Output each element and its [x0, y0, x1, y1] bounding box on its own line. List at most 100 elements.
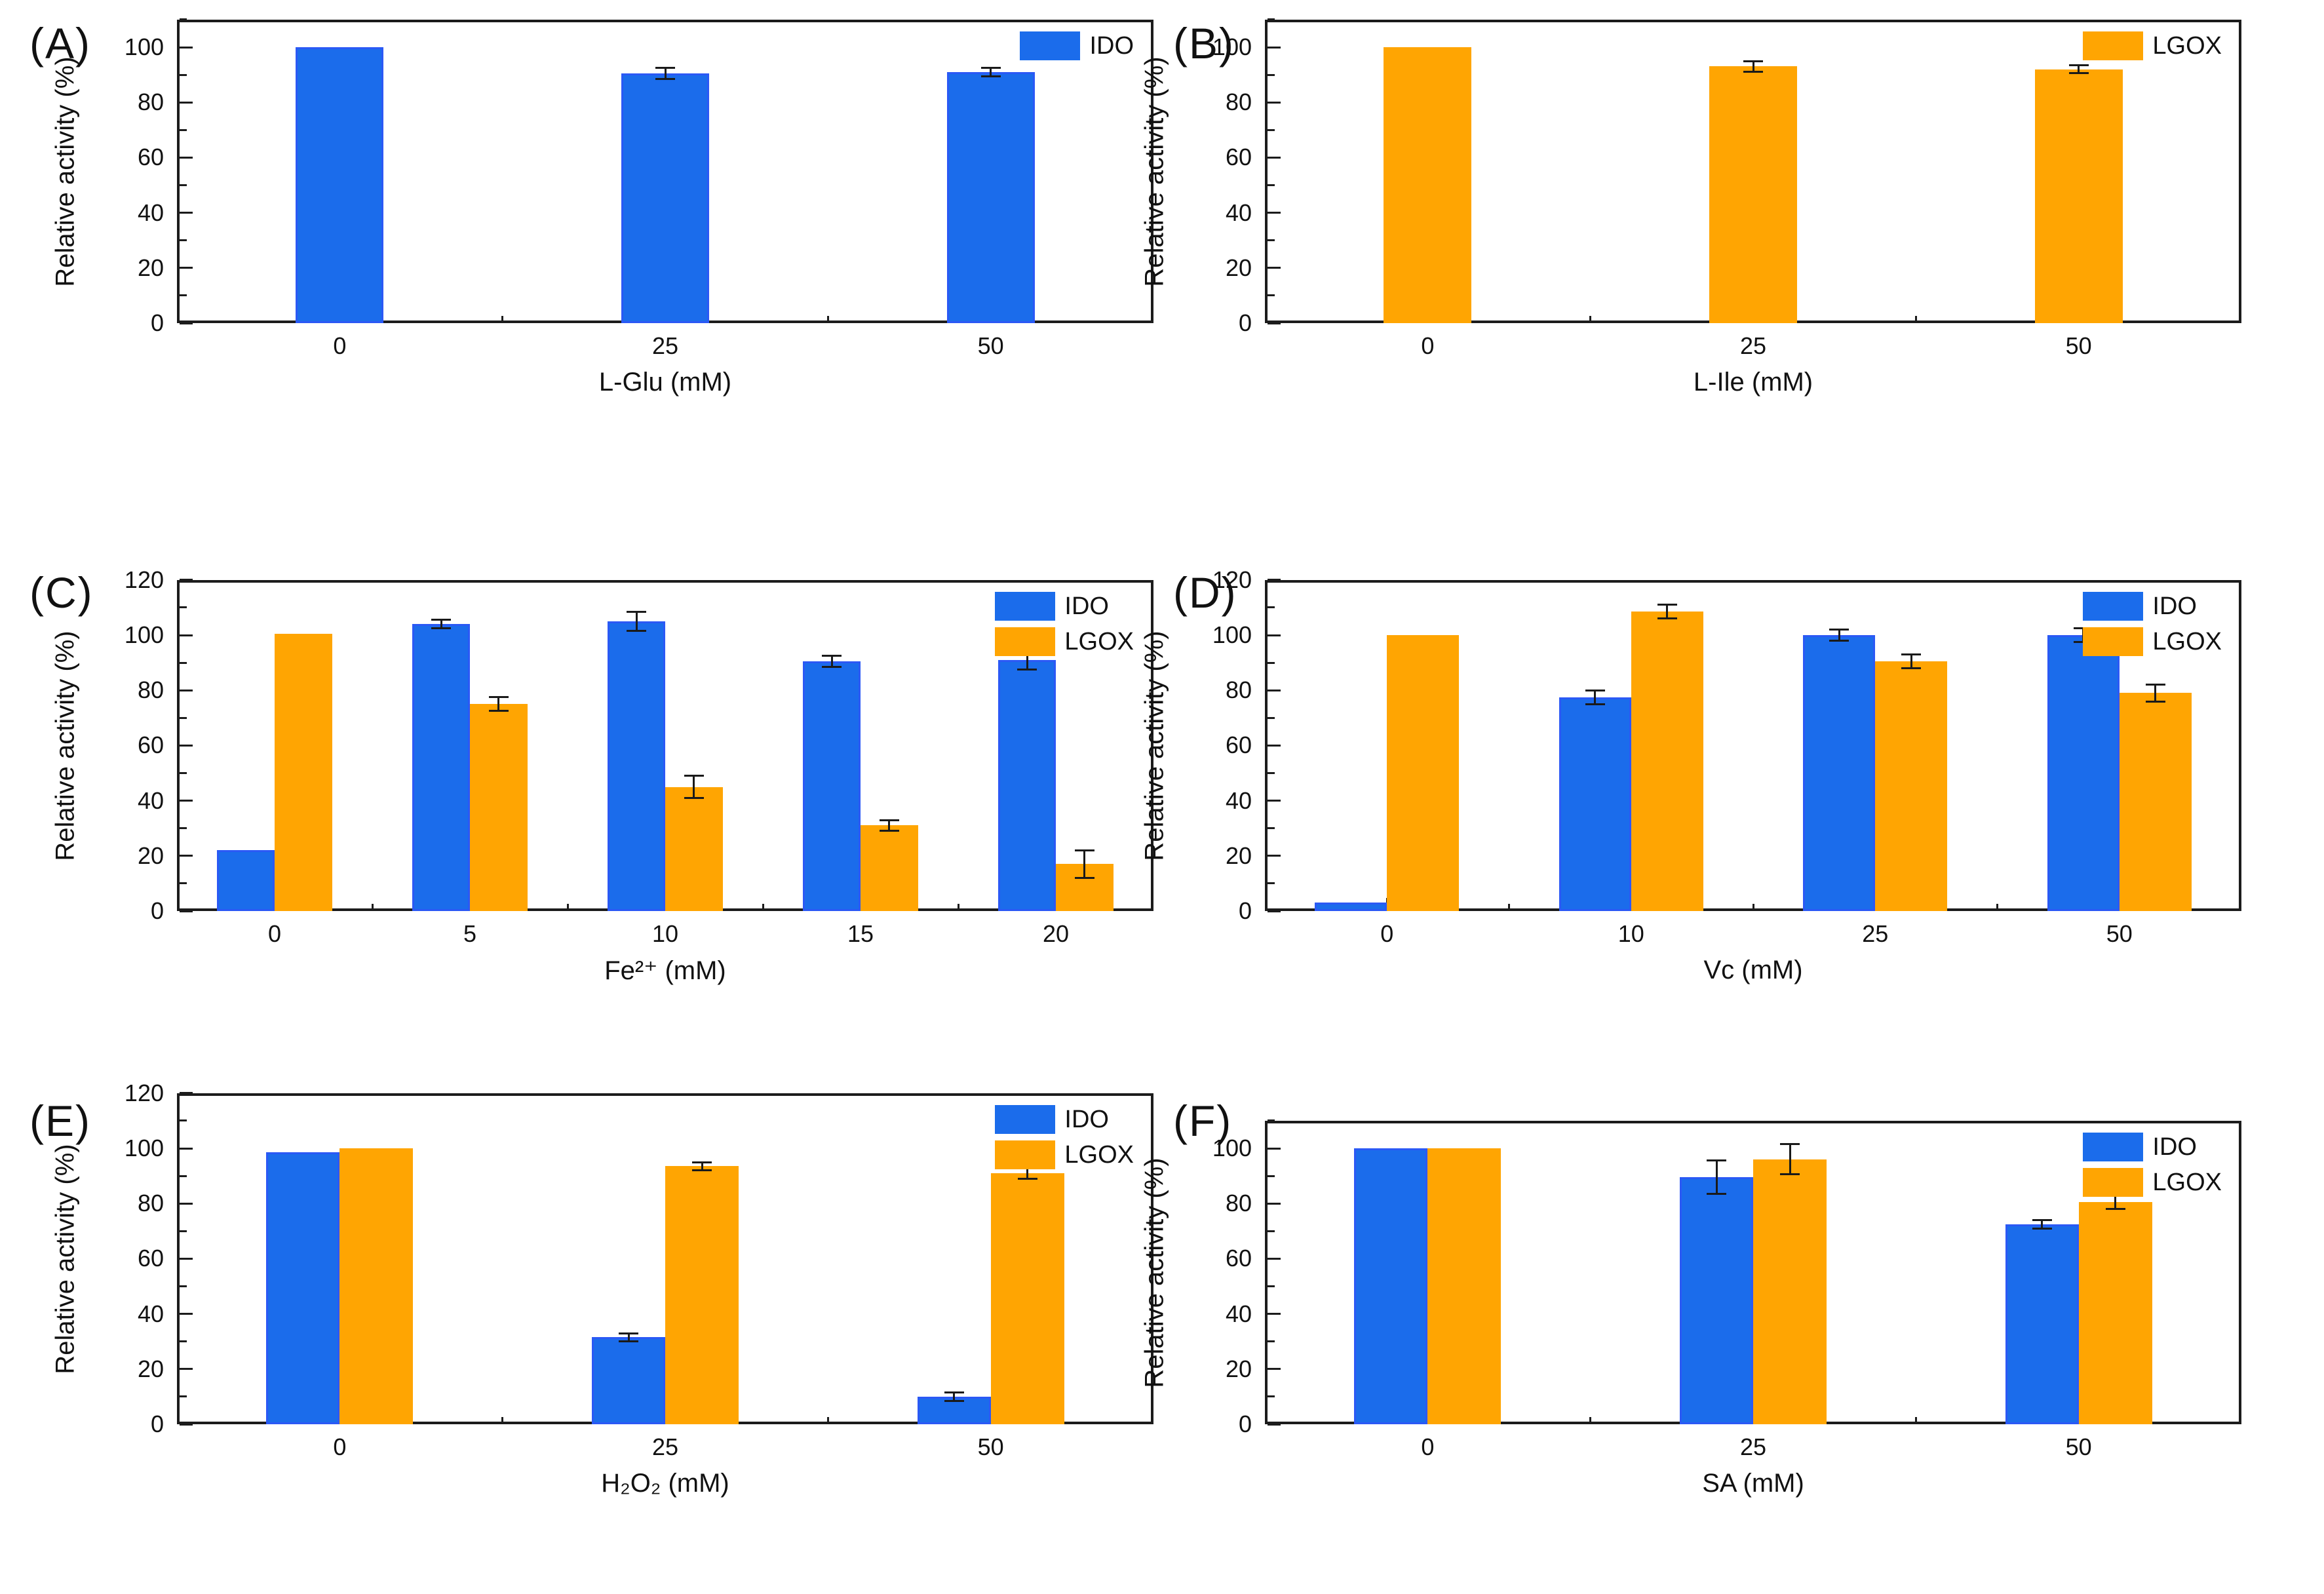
error-bar — [1752, 61, 1754, 72]
y-minor-tick — [180, 661, 187, 664]
legend-label: LGOX — [1064, 1141, 1134, 1169]
legend: IDO LGOX — [995, 1105, 1134, 1169]
bar-ido-25 — [1680, 1177, 1753, 1424]
y-minor-tick — [180, 294, 187, 297]
y-minor-tick — [180, 184, 187, 186]
y-minor-tick — [180, 1285, 187, 1287]
error-bar-cap — [1901, 667, 1922, 670]
y-minor-tick — [1268, 772, 1275, 774]
y-major-tick — [1268, 744, 1281, 747]
y-major-tick — [1268, 800, 1281, 802]
y-tick-label: 60 — [137, 144, 164, 171]
error-bar — [635, 612, 638, 631]
error-bar-cap — [488, 710, 509, 712]
bar-lgox-0 — [339, 1148, 414, 1424]
y-minor-tick — [180, 1340, 187, 1343]
error-bar — [1666, 604, 1669, 619]
bar-lgox-0 — [1427, 1148, 1501, 1424]
error-bar — [1715, 1160, 1718, 1194]
error-bar-cap — [2032, 1218, 2052, 1221]
error-bar-cap — [684, 796, 704, 799]
y-major-tick — [180, 579, 193, 581]
error-bar-cap — [1901, 653, 1922, 655]
y-major-tick — [1268, 1313, 1281, 1315]
y-minor-tick — [1268, 184, 1275, 186]
y-major-tick — [180, 156, 193, 159]
y-minor-tick — [1268, 239, 1275, 242]
y-minor-tick — [180, 1175, 187, 1177]
y-minor-tick — [180, 606, 187, 609]
y-minor-tick — [180, 882, 187, 885]
y-major-tick — [1268, 267, 1281, 269]
x-axis-title: L-Ile (mM) — [1693, 368, 1813, 397]
y-major-tick — [180, 1092, 193, 1095]
y-major-tick — [1268, 1368, 1281, 1370]
x-minor-tick — [957, 904, 959, 910]
y-tick-label: 0 — [1238, 1410, 1252, 1437]
error-bar-cap — [944, 1391, 964, 1394]
y-axis-title: Relative activity (%) — [1140, 1157, 1169, 1388]
error-bar-cap — [1017, 1177, 1037, 1180]
y-major-tick — [180, 1257, 193, 1260]
y-tick-label: 80 — [1225, 1190, 1252, 1217]
y-minor-tick — [1268, 294, 1275, 297]
error-bar-cap — [980, 75, 1001, 77]
y-minor-tick — [1268, 73, 1275, 76]
x-category-label: 25 — [1739, 332, 1767, 359]
error-bar-cap — [2145, 684, 2165, 686]
y-axis-title: Relative activity (%) — [50, 1143, 80, 1374]
bar-lgox-25 — [665, 1166, 739, 1424]
error-bar — [1910, 654, 1912, 669]
x-minor-tick — [1752, 904, 1754, 910]
y-tick-label: 80 — [137, 676, 164, 704]
y-major-tick — [180, 1423, 193, 1426]
legend: IDO LGOX — [2083, 1133, 2222, 1197]
bar-lgox-0 — [1384, 47, 1472, 323]
y-minor-tick — [1268, 1340, 1275, 1343]
y-minor-tick — [180, 716, 187, 719]
bar-lgox-50 — [2034, 69, 2123, 323]
ido-legend-swatch — [995, 1105, 1056, 1134]
bar-lgox-15 — [861, 825, 918, 911]
y-major-tick — [1268, 1202, 1281, 1205]
error-bar-cap — [655, 77, 675, 80]
y-minor-tick — [180, 1119, 187, 1122]
y-major-tick — [180, 744, 193, 747]
bar-ido-0 — [1354, 1148, 1428, 1424]
y-tick-label: 100 — [124, 33, 164, 60]
x-category-label: 50 — [2065, 332, 2092, 359]
x-minor-tick — [371, 904, 374, 910]
y-major-tick — [1268, 322, 1281, 324]
y-tick-label: 40 — [137, 1300, 164, 1327]
x-category-label: 50 — [977, 1433, 1004, 1460]
error-bar — [693, 775, 695, 798]
y-tick-label: 100 — [1212, 1135, 1252, 1161]
x-minor-tick — [1508, 904, 1510, 910]
x-minor-tick — [826, 1417, 829, 1423]
lgox-legend-swatch — [995, 1140, 1056, 1169]
legend-entry-lgox: LGOX — [2083, 627, 2222, 656]
error-bar — [1026, 650, 1028, 670]
bar-lgox-25 — [1753, 1159, 1827, 1424]
error-bar-cap — [655, 67, 675, 69]
bar-ido-10 — [608, 621, 665, 911]
y-minor-tick — [1268, 1175, 1275, 1177]
error-bar — [953, 1392, 956, 1401]
error-bar — [990, 68, 992, 77]
legend-entry-lgox: LGOX — [995, 1140, 1134, 1169]
y-minor-tick — [180, 772, 187, 774]
error-bar-cap — [684, 775, 704, 777]
error-bar-cap — [1074, 876, 1094, 879]
x-category-label: 50 — [2106, 920, 2133, 947]
bar-lgox-50 — [2078, 1202, 2152, 1424]
y-tick-label: 100 — [1212, 33, 1252, 60]
plot-area-c — [177, 580, 1153, 911]
bar-ido-50 — [946, 71, 1035, 323]
y-tick-label: 120 — [124, 566, 164, 593]
y-tick-label: 40 — [137, 787, 164, 814]
y-tick-label: 80 — [137, 1190, 164, 1217]
error-bar-cap — [2105, 1208, 2125, 1211]
y-tick-label: 0 — [1238, 309, 1252, 336]
panel-label-b: (B) — [1173, 19, 1235, 68]
error-bar-cap — [2032, 1227, 2052, 1230]
